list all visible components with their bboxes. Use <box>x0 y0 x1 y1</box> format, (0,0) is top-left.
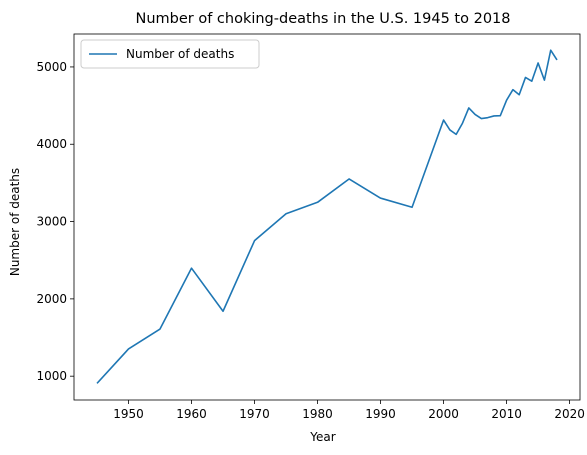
legend-box <box>80 39 260 69</box>
y-tick-label: 3000 <box>36 215 67 229</box>
y-axis-label: Number of deaths <box>8 168 22 276</box>
legend: Number of deaths <box>80 39 260 69</box>
x-tick-label: 1950 <box>113 407 144 421</box>
plot-frame <box>73 33 581 401</box>
y-tick-label: 2000 <box>36 292 67 306</box>
y-tick-label: 5000 <box>36 60 67 74</box>
series-line-number-of-deaths <box>96 49 558 384</box>
legend-label: Number of deaths <box>126 47 234 61</box>
y-tick-label: 4000 <box>36 137 67 151</box>
x-tick-label: 1980 <box>302 407 333 421</box>
x-axis: 1950 1960 1970 1980 1990 2000 2010 2020 <box>113 400 585 421</box>
series-layer <box>96 49 558 384</box>
x-axis-label: Year <box>309 430 335 444</box>
y-axis: 1000 2000 3000 4000 5000 <box>36 60 74 383</box>
y-tick-label: 1000 <box>36 369 67 383</box>
x-tick-label: 1970 <box>239 407 270 421</box>
chart-title: Number of choking-deaths in the U.S. 194… <box>135 11 510 27</box>
x-tick-label: 1990 <box>365 407 396 421</box>
plot-area <box>73 33 581 401</box>
x-tick-label: 2010 <box>491 407 522 421</box>
x-tick-label: 2020 <box>554 407 585 421</box>
x-tick-label: 2000 <box>428 407 459 421</box>
x-tick-label: 1960 <box>176 407 207 421</box>
